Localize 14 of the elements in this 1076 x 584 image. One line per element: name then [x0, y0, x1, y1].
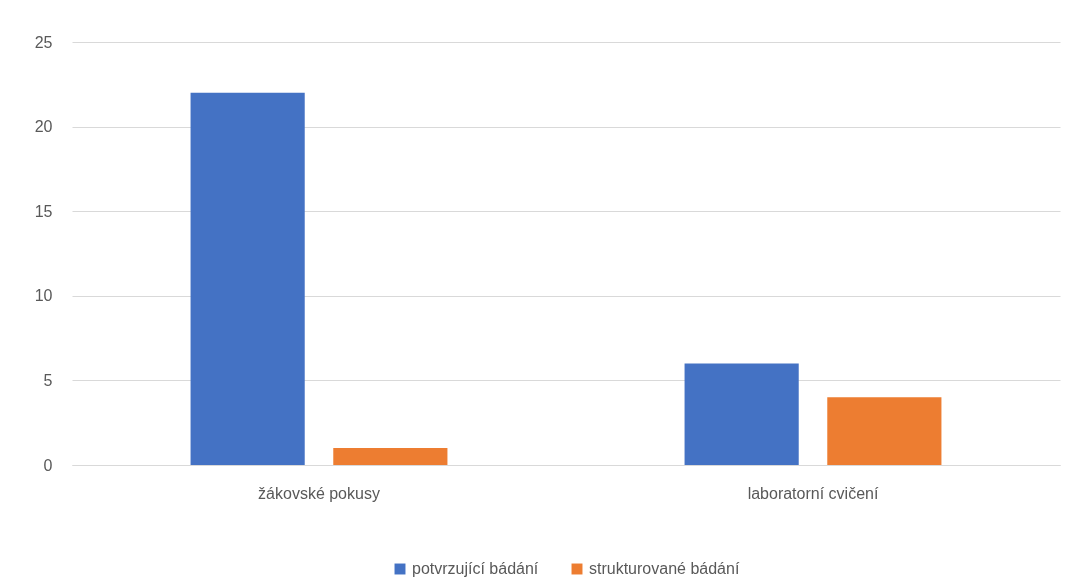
y-tick-label: 10: [34, 287, 53, 305]
y-tick-label: 15: [34, 202, 53, 220]
legend-label: strukturované bádání: [589, 560, 740, 577]
x-tick-label: laboratorní cvičení: [747, 484, 879, 502]
y-tick-label: 25: [34, 33, 53, 51]
x-tick-label: žákovské pokusy: [258, 484, 380, 502]
y-tick-label: 5: [43, 371, 53, 389]
bar: [333, 448, 448, 465]
bar: [827, 397, 942, 465]
y-tick-label: 0: [43, 456, 53, 474]
y-tick-label: 20: [34, 118, 53, 136]
legend-label: potvrzující bádání: [412, 560, 539, 577]
bar: [684, 363, 799, 465]
bar: [190, 92, 305, 465]
